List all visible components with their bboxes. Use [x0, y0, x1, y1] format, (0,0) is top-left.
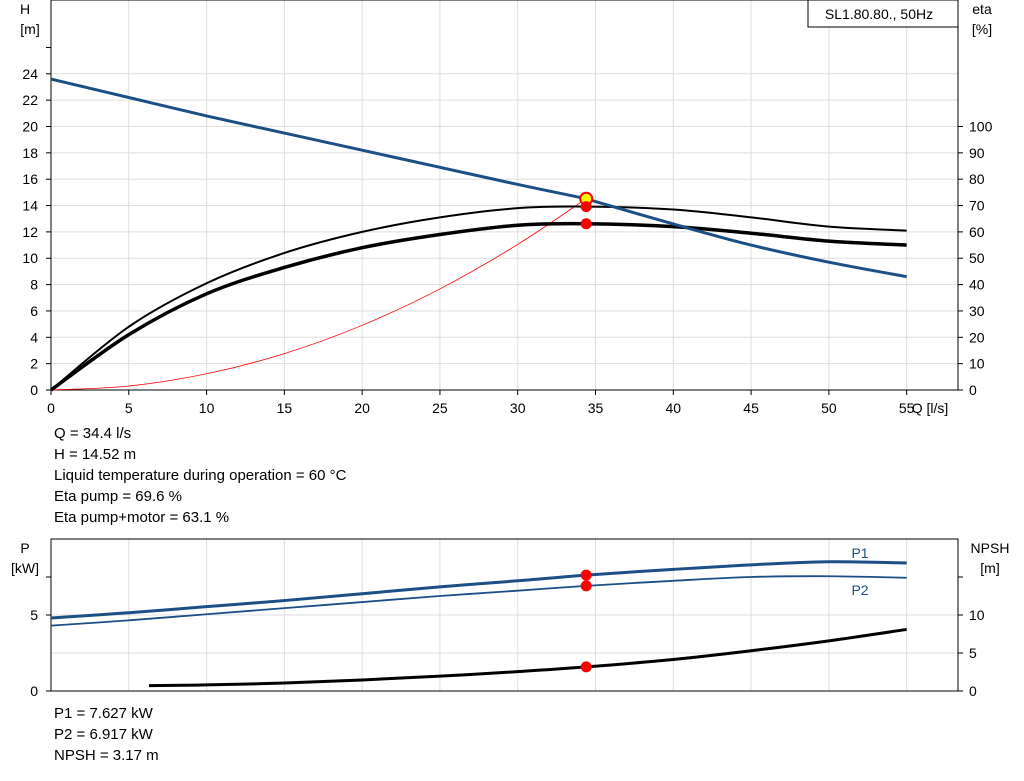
duty-info-panel: Q = 34.4 l/s H = 14.52 m Liquid temperat…: [54, 423, 346, 528]
bottom-y2-tick-label: 0: [969, 683, 977, 699]
y-tick-label: 12: [22, 224, 38, 240]
y2-tick-label: 100: [969, 118, 993, 134]
top-chart-ticks: 0 5 10 15 20 25 30 35 40 45 50 55024681012141618202…: [22, 46, 993, 416]
eta_pump-curve: [50, 205, 907, 391]
duty-flow-text: Q = 34.4 l/s: [54, 425, 132, 442]
x-tick-label: 30: [510, 400, 526, 416]
p2-series-label: P2: [851, 582, 868, 598]
duty-head-text: H = 14.52 m: [54, 446, 137, 463]
title-box: [807, 0, 959, 28]
duty-eta-total-text: Eta pump+motor = 63.1 %: [54, 509, 230, 526]
bottom-right-axis-label: NPSH: [971, 540, 1010, 556]
power-p1-text: P1 = 7.627 kW: [54, 705, 153, 722]
y-tick-label: 20: [22, 118, 38, 134]
bottom-chart-ticks: 0 5 0 5 10: [30, 576, 985, 699]
y-tick-label: 0: [30, 382, 38, 398]
bottom-left-axis-label: P: [20, 540, 29, 556]
top-left-axis-unit: [m]: [20, 21, 39, 37]
x-tick-label: 0: [47, 400, 55, 416]
x-tick-label: 5: [125, 400, 133, 416]
y-tick-label: 16: [22, 171, 38, 187]
x-tick-label: 40: [666, 400, 682, 416]
top-left-axis-label: H: [20, 1, 30, 17]
bottom-y2-tick-label: 5: [969, 645, 977, 661]
top-right-axis-label: eta: [972, 1, 992, 17]
duty-temperature-text: Liquid temperature during operation = 60…: [54, 467, 347, 484]
p1-curve: [50, 560, 907, 620]
y2-tick-label: 0: [969, 382, 977, 398]
y-tick-label: 18: [22, 145, 38, 161]
x-tick-label: 35: [588, 400, 604, 416]
y-tick-label: 8: [30, 277, 38, 293]
duty-eta-pump-text: Eta pump = 69.6 %: [54, 488, 182, 505]
y2-tick-label: 80: [969, 171, 985, 187]
y-tick-label: 24: [22, 66, 38, 82]
eta_pump_motor-curve: [49, 221, 907, 392]
bottom-right-axis-unit: [m]: [980, 560, 999, 576]
head-curve: [50, 77, 907, 279]
x-tick-label: 25: [432, 400, 448, 416]
duty_eta_motor-marker: [580, 218, 592, 230]
x-tick-label: 50: [821, 400, 837, 416]
power-npsh-text: NPSH = 3.17 m: [54, 747, 159, 764]
y2-tick-label: 50: [969, 250, 985, 266]
x-tick-label: 45: [743, 400, 759, 416]
y-tick-label: 2: [30, 356, 38, 372]
top-chart-curves: [49, 77, 907, 392]
y-tick-label: 6: [30, 303, 38, 319]
y2-tick-label: 70: [969, 198, 985, 214]
y-tick-label: 10: [22, 250, 38, 266]
y2-tick-label: 60: [969, 224, 985, 240]
system-curve: [50, 198, 587, 391]
y-tick-label: 22: [22, 92, 38, 108]
bottom-y-tick-label: 0: [30, 683, 38, 699]
title-box-text: SL1.80.80., 50Hz: [825, 6, 933, 22]
p2-curve: [50, 575, 907, 627]
top-chart-frame: [50, 0, 959, 391]
y2-tick-label: 10: [969, 356, 985, 372]
x-tick-label: 15: [277, 400, 293, 416]
y-tick-label: 14: [22, 198, 38, 214]
top-right-axis-unit: [%]: [972, 21, 992, 37]
y2-tick-label: 90: [969, 145, 985, 161]
x-tick-label: 20: [354, 400, 370, 416]
bottom-y-tick-label: 5: [30, 607, 38, 623]
power-p2-text: P2 = 6.917 kW: [54, 726, 153, 743]
duty_npsh-marker: [580, 661, 592, 673]
duty_p1-marker: [580, 569, 592, 581]
y2-tick-label: 40: [969, 277, 985, 293]
duty_eta_pump-marker: [580, 201, 592, 213]
npsh-curve: [148, 627, 907, 688]
bottom-y2-tick-label: 10: [969, 607, 985, 623]
x-axis-label: Q [l/s]: [912, 400, 949, 416]
bottom-chart-curves: [50, 560, 907, 688]
y2-tick-label: 20: [969, 329, 985, 345]
bottom-left-axis-unit: [kW]: [11, 560, 39, 576]
p1-series-label: P1: [851, 545, 868, 561]
power-info-panel: P1 = 7.627 kW P2 = 6.917 kW NPSH = 3.17 …: [54, 703, 159, 766]
x-tick-label: 10: [199, 400, 215, 416]
top-chart-grid: [51, 0, 958, 390]
y2-tick-label: 30: [969, 303, 985, 319]
duty_p2-marker: [580, 580, 592, 592]
x-tick-label: 55: [899, 400, 915, 416]
y-tick-label: 4: [30, 329, 38, 345]
